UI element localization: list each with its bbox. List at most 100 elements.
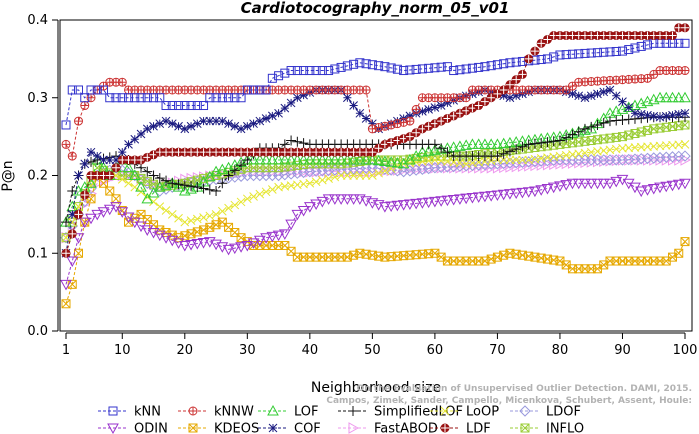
x-tick-label: 60: [427, 343, 444, 358]
series-point: [192, 101, 202, 111]
series-point: [274, 108, 283, 118]
series-point: [572, 178, 585, 190]
series-point: [355, 58, 365, 68]
series-point: [236, 147, 246, 157]
series-point: [555, 157, 566, 170]
series-point: [472, 192, 485, 203]
series-point: [174, 233, 184, 243]
series-point: [567, 49, 577, 59]
series-point: [397, 157, 410, 169]
series-point: [280, 68, 290, 78]
series-point: [61, 120, 71, 130]
series-point: [236, 197, 246, 207]
series-point: [680, 140, 690, 149]
legend-swatch-marker: [267, 404, 279, 416]
series-point: [674, 38, 684, 48]
series-point: [205, 93, 215, 103]
series-point: [199, 213, 208, 222]
series-point: [74, 85, 84, 95]
series-point: [130, 93, 140, 103]
series-point: [67, 279, 77, 289]
series-point: [535, 185, 548, 196]
series-point: [417, 64, 427, 74]
series-point: [167, 178, 178, 189]
series-point: [399, 117, 409, 127]
series-point: [597, 178, 610, 190]
series-point: [511, 160, 523, 173]
series-point: [224, 119, 233, 129]
series-point: [460, 160, 472, 172]
series-point: [529, 186, 541, 198]
series-point: [185, 240, 197, 251]
series-point: [436, 143, 447, 154]
series-point: [485, 191, 498, 202]
x-tick-label: 100: [673, 343, 698, 358]
series-point: [303, 153, 316, 165]
series-point: [416, 198, 429, 209]
series-point: [561, 157, 573, 170]
series-point: [260, 233, 272, 244]
series-point: [186, 181, 197, 192]
series-point: [78, 217, 91, 229]
series-point: [511, 91, 521, 101]
legend-label: COF: [294, 422, 321, 434]
series-point: [611, 91, 621, 101]
series-point: [560, 180, 573, 191]
series-point: [536, 38, 546, 48]
series-point: [211, 210, 221, 219]
series-point: [117, 155, 127, 165]
series-point: [161, 101, 171, 111]
series-point: [355, 108, 365, 118]
series-point: [499, 91, 509, 101]
series-point: [253, 153, 266, 165]
series-point: [430, 161, 441, 174]
series-point: [130, 134, 140, 144]
series-point: [497, 137, 510, 149]
series-point: [492, 252, 502, 262]
x-tick-label: 20: [177, 343, 194, 358]
series-point: [622, 178, 635, 190]
series-point: [122, 161, 135, 173]
legend-label: kNN: [134, 405, 161, 420]
series-point: [117, 93, 127, 103]
series-point: [680, 108, 690, 118]
series-point: [523, 139, 534, 150]
series-point: [380, 62, 390, 72]
series-point: [610, 176, 623, 188]
x-axis-label: Neighborhood size: [311, 380, 441, 396]
series-point: [286, 98, 296, 108]
series-point: [155, 225, 165, 235]
series-point: [122, 212, 135, 223]
series-point: [261, 114, 271, 123]
series-point: [86, 93, 96, 103]
legend-item-simplifiedlof: SimplifiedLOF: [338, 405, 463, 420]
series-point: [272, 230, 285, 242]
series-point: [204, 184, 215, 195]
series-point: [492, 151, 503, 162]
series-point: [586, 91, 596, 101]
series-point: [342, 252, 352, 262]
series-point: [617, 31, 627, 41]
series-point: [316, 165, 329, 177]
series-point: [285, 168, 297, 180]
series-point: [605, 47, 615, 57]
series-point: [679, 150, 691, 162]
series-point: [443, 98, 452, 108]
series-point: [679, 91, 691, 103]
legend-swatch-marker: [107, 423, 119, 434]
series-point: [643, 110, 652, 120]
series-point: [466, 138, 479, 149]
series-point: [203, 170, 216, 182]
series-point: [111, 155, 121, 165]
x-tick-label: 10: [114, 343, 131, 358]
series-point: [74, 248, 84, 258]
series-point: [524, 54, 534, 64]
series-point: [422, 145, 435, 156]
series-point: [291, 153, 304, 165]
series-point: [666, 151, 679, 163]
series-point: [404, 199, 416, 211]
series-point: [192, 182, 203, 193]
legend-label: kNNW: [214, 405, 254, 420]
series-point: [322, 164, 335, 177]
legend-item-ldf: LDF: [430, 422, 491, 434]
